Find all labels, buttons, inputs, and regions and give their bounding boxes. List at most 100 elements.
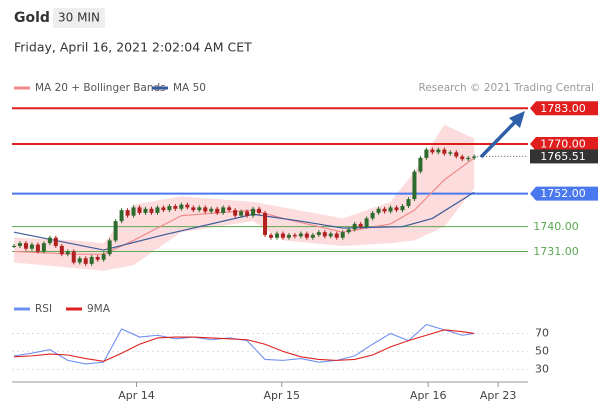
candle xyxy=(430,149,435,153)
candle xyxy=(83,258,88,264)
credit: Research © 2021 Trading Central xyxy=(419,82,595,94)
last-price-label: 1765.51 xyxy=(540,150,586,163)
candle xyxy=(113,221,118,241)
candle xyxy=(406,199,411,207)
interval-box[interactable] xyxy=(53,8,105,28)
candle xyxy=(364,218,369,227)
candle xyxy=(119,210,124,222)
candle xyxy=(89,256,94,264)
candle xyxy=(310,234,315,238)
y-tick-label: 70 xyxy=(535,326,549,339)
candle xyxy=(41,243,46,252)
candle xyxy=(107,240,112,255)
legend-label: RSI xyxy=(35,303,52,315)
candle xyxy=(185,204,190,208)
candle xyxy=(209,208,214,212)
candle xyxy=(448,152,453,154)
candle xyxy=(167,206,172,211)
arrow xyxy=(479,118,519,159)
level-label-box xyxy=(530,101,598,116)
last-price-box xyxy=(530,149,598,164)
arrow-head xyxy=(509,111,525,128)
candle xyxy=(274,233,279,238)
level-label-box xyxy=(530,186,598,201)
candle xyxy=(292,234,297,237)
candle xyxy=(304,233,309,238)
candle xyxy=(53,237,58,246)
indicator-line xyxy=(13,323,475,365)
candle xyxy=(149,208,154,213)
x-tick-label: Apr 23 xyxy=(480,389,517,402)
candle xyxy=(29,244,34,249)
candle xyxy=(346,229,351,233)
candle xyxy=(71,251,76,263)
candle xyxy=(328,233,333,237)
interval[interactable]: 30 MIN xyxy=(58,11,100,25)
candle xyxy=(35,244,40,252)
candle xyxy=(227,207,232,211)
candle xyxy=(47,237,52,244)
candle xyxy=(454,152,459,157)
candle xyxy=(197,207,202,211)
candle xyxy=(472,156,477,158)
y-tick-label: 50 xyxy=(535,344,549,357)
legend-label: 9MA xyxy=(87,303,111,315)
candle xyxy=(263,212,268,235)
candle xyxy=(137,207,142,213)
candle xyxy=(179,204,184,209)
candle xyxy=(161,207,166,211)
candle xyxy=(173,206,178,209)
candle xyxy=(334,233,339,238)
candle xyxy=(239,211,244,216)
candle xyxy=(269,234,273,238)
candle xyxy=(12,245,16,247)
candle xyxy=(400,206,405,211)
x-tick-label: Apr 14 xyxy=(118,389,155,402)
candle xyxy=(251,208,256,216)
candle xyxy=(316,232,321,235)
candle xyxy=(155,207,160,213)
candle xyxy=(65,251,70,255)
candle xyxy=(340,232,345,238)
candle xyxy=(436,149,441,153)
candle xyxy=(424,149,429,158)
candle xyxy=(245,211,250,216)
candle xyxy=(370,212,375,219)
candle xyxy=(221,207,226,213)
candle xyxy=(280,233,285,238)
x-tick-label: Apr 16 xyxy=(410,389,447,402)
candle xyxy=(143,208,148,213)
candle xyxy=(352,223,357,230)
candle xyxy=(382,208,387,212)
moving-average xyxy=(13,191,475,251)
candle xyxy=(394,207,399,211)
candle xyxy=(191,207,196,211)
level-label: 1752.00 xyxy=(540,187,586,200)
candle xyxy=(418,157,423,172)
candle xyxy=(412,171,417,200)
candle xyxy=(77,258,82,263)
candle xyxy=(358,223,363,227)
candle xyxy=(376,208,381,213)
candle xyxy=(460,156,465,160)
candle xyxy=(101,254,106,260)
bollinger-band xyxy=(14,124,475,271)
candle xyxy=(286,234,291,238)
candle xyxy=(388,207,393,212)
candle xyxy=(442,149,447,154)
moving-average xyxy=(13,157,475,255)
level-label: 1783.00 xyxy=(540,102,586,115)
x-tick-label: Apr 15 xyxy=(263,389,300,402)
candle xyxy=(17,243,22,246)
candle xyxy=(23,243,28,249)
candle xyxy=(59,245,64,255)
candle xyxy=(257,208,262,213)
candle xyxy=(215,208,220,213)
level-label: 1731.00 xyxy=(533,245,579,258)
candle xyxy=(466,157,471,160)
legend-label: MA 50 xyxy=(173,82,206,94)
candle xyxy=(298,233,303,237)
title: Gold xyxy=(14,10,50,26)
candle xyxy=(131,207,136,216)
